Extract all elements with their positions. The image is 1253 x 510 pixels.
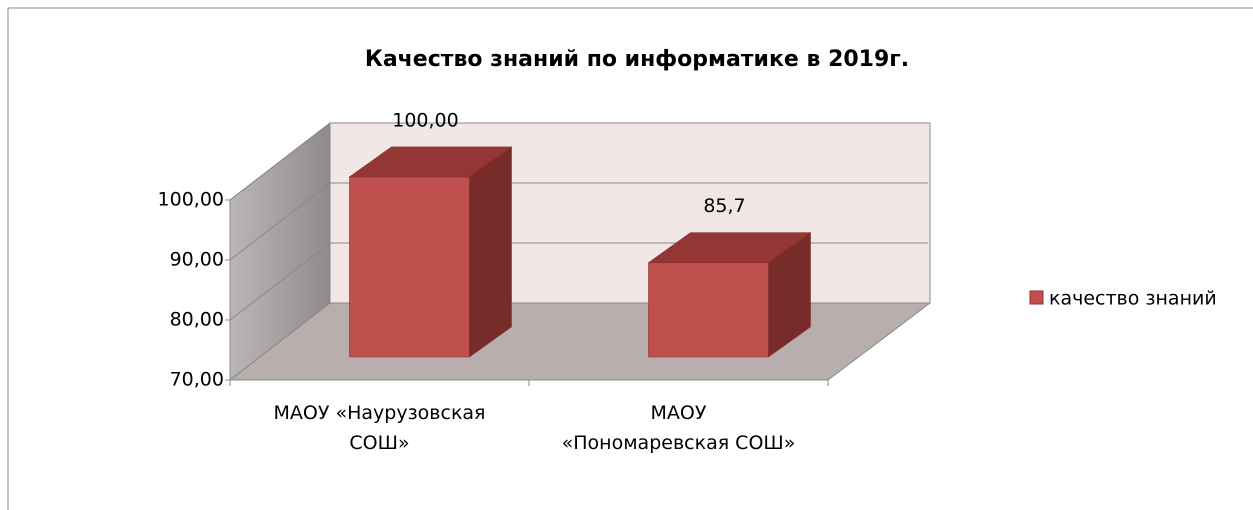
data-label: 85,7 xyxy=(703,195,745,217)
legend-label: качество знаний xyxy=(1049,288,1217,310)
bar-side xyxy=(768,232,811,358)
y-tick-label: 80,00 xyxy=(170,309,224,331)
grid-line xyxy=(229,302,331,381)
y-tick-label: 70,00 xyxy=(170,369,224,391)
grid-line xyxy=(229,182,331,261)
x-axis xyxy=(827,302,931,381)
grid-line xyxy=(229,122,331,201)
x-tick-label: МАОУ «Пономаревская СОШ» xyxy=(561,402,796,454)
bar-side xyxy=(469,146,512,358)
y-tick-label: 100,00 xyxy=(158,189,224,211)
bar-front xyxy=(648,262,769,358)
legend-swatch xyxy=(1029,290,1044,305)
y-tick-label: 90,00 xyxy=(170,249,224,271)
bar-front xyxy=(349,176,470,358)
floor xyxy=(230,303,930,380)
chart-title: Качество знаний по информатике в 2019г. xyxy=(365,47,909,72)
data-label: 100,00 xyxy=(392,109,458,131)
bar xyxy=(647,232,812,358)
x-tick-label: МАОУ «Наурузовская СОШ» xyxy=(273,402,486,454)
grid-line xyxy=(229,242,331,321)
bar xyxy=(348,146,513,358)
